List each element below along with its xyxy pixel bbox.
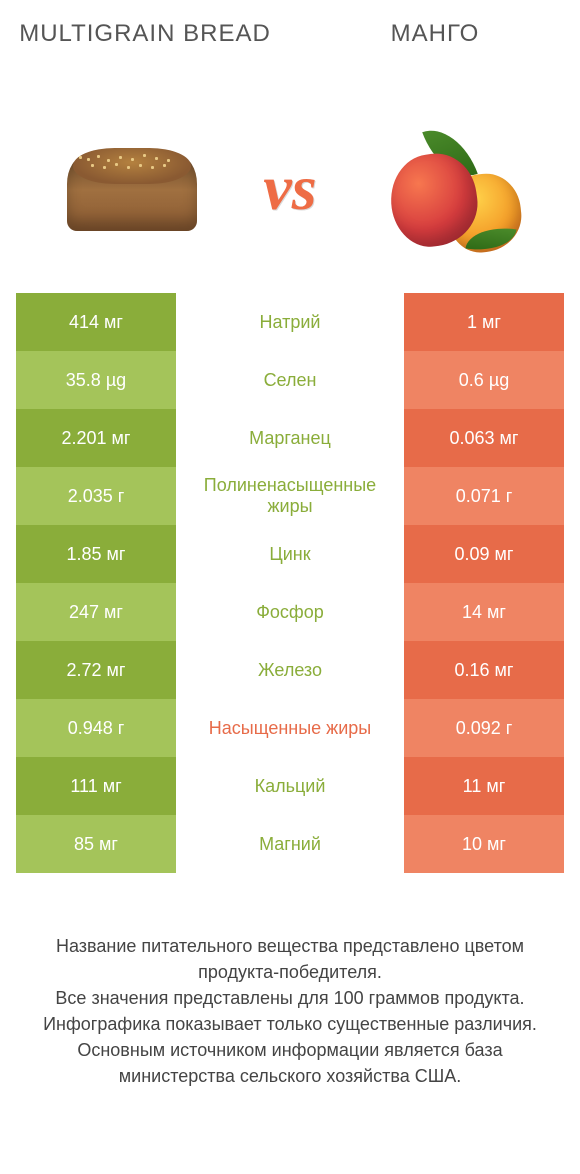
value-right: 0.16 мг: [404, 641, 564, 699]
value-left: 1.85 мг: [16, 525, 176, 583]
nutrient-label: Цинк: [176, 525, 404, 583]
image-right: [317, 118, 580, 258]
value-left: 2.035 г: [16, 467, 176, 525]
table-row: 414 мгНатрий1 мг: [16, 293, 564, 351]
footnote-line: Основным источником информации является …: [24, 1037, 556, 1089]
header: Multigrain bread Mанго: [0, 0, 580, 90]
value-left: 35.8 µg: [16, 351, 176, 409]
footnote-line: Инфографика показывает только существенн…: [24, 1011, 556, 1037]
value-right: 0.092 г: [404, 699, 564, 757]
nutrient-label: Селен: [176, 351, 404, 409]
table-row: 35.8 µgСелен0.6 µg: [16, 351, 564, 409]
value-left: 0.948 г: [16, 699, 176, 757]
value-left: 247 мг: [16, 583, 176, 641]
value-left: 2.201 мг: [16, 409, 176, 467]
value-left: 111 мг: [16, 757, 176, 815]
table-row: 111 мгКальций11 мг: [16, 757, 564, 815]
footnote: Название питательного вещества представл…: [24, 933, 556, 1090]
value-right: 14 мг: [404, 583, 564, 641]
nutrient-label: Натрий: [176, 293, 404, 351]
nutrient-label: Магний: [176, 815, 404, 873]
footnote-line: Все значения представлены для 100 граммо…: [24, 985, 556, 1011]
mango-icon: [373, 118, 523, 258]
nutrient-label: Фосфор: [176, 583, 404, 641]
comparison-table: 414 мгНатрий1 мг35.8 µgСелен0.6 µg2.201 …: [16, 293, 564, 873]
nutrient-label: Кальций: [176, 757, 404, 815]
table-row: 85 мгМагний10 мг: [16, 815, 564, 873]
value-left: 85 мг: [16, 815, 176, 873]
nutrient-label: Железо: [176, 641, 404, 699]
nutrient-label: Марганец: [176, 409, 404, 467]
value-left: 414 мг: [16, 293, 176, 351]
value-right: 11 мг: [404, 757, 564, 815]
nutrient-label: Насыщенные жиры: [176, 699, 404, 757]
vs-label: vs: [263, 151, 316, 225]
nutrient-label: Полиненасыщенные жиры: [176, 467, 404, 525]
table-row: 247 мгФосфор14 мг: [16, 583, 564, 641]
table-row: 2.201 мгМарганец0.063 мг: [16, 409, 564, 467]
footnote-line: Название питательного вещества представл…: [24, 933, 556, 985]
value-right: 0.6 µg: [404, 351, 564, 409]
table-row: 2.72 мгЖелезо0.16 мг: [16, 641, 564, 699]
image-row: vs: [0, 90, 580, 285]
value-right: 0.063 мг: [404, 409, 564, 467]
image-left: [0, 138, 263, 238]
value-left: 2.72 мг: [16, 641, 176, 699]
title-left: Multigrain bread: [0, 20, 290, 48]
value-right: 1 мг: [404, 293, 564, 351]
value-right: 0.09 мг: [404, 525, 564, 583]
bread-icon: [57, 138, 207, 238]
title-right: Mанго: [290, 20, 580, 48]
table-row: 2.035 гПолиненасыщенные жиры0.071 г: [16, 467, 564, 525]
value-right: 10 мг: [404, 815, 564, 873]
table-row: 1.85 мгЦинк0.09 мг: [16, 525, 564, 583]
table-row: 0.948 гНасыщенные жиры0.092 г: [16, 699, 564, 757]
value-right: 0.071 г: [404, 467, 564, 525]
